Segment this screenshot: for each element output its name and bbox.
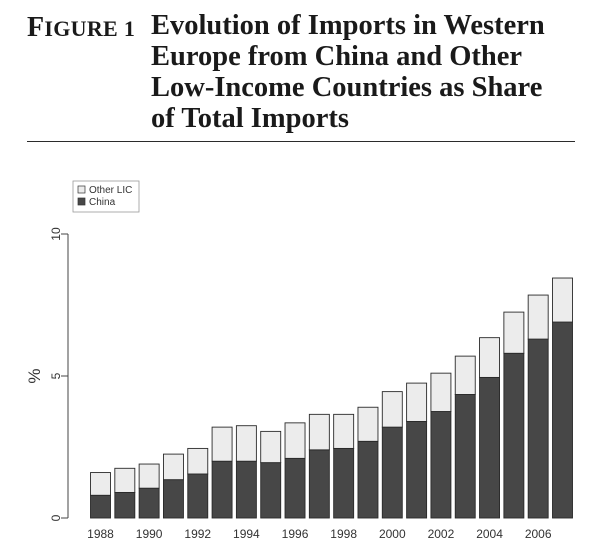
bar-other-lic — [357, 406, 379, 442]
x-tick-label: 2004 — [476, 527, 503, 541]
legend-swatch — [77, 185, 86, 194]
figure-label: FIGURE 1 — [27, 12, 135, 44]
legend-swatch — [77, 197, 86, 206]
bar-china — [284, 457, 306, 519]
bar-other-lic — [138, 463, 160, 489]
x-tick-label: 2000 — [379, 527, 406, 541]
bar-other-lic — [381, 391, 403, 428]
bar-other-lic — [454, 355, 476, 395]
bar-china — [90, 494, 111, 519]
bar-other-lic — [284, 422, 306, 459]
legend-box — [72, 180, 140, 213]
y-axis-label: % — [25, 368, 44, 383]
x-tick-label: 1994 — [233, 527, 260, 541]
bar-china — [333, 447, 355, 519]
figure-label-initial: F — [27, 12, 45, 43]
figure-title-line: of Total Imports — [151, 103, 349, 134]
bar-china — [406, 420, 428, 519]
bar-china — [552, 321, 573, 519]
bar-other-lic — [114, 467, 136, 493]
bar-china — [308, 449, 330, 519]
bar-other-lic — [90, 472, 111, 496]
bar-other-lic — [527, 294, 549, 340]
bar-other-lic — [503, 311, 525, 354]
bar-china — [235, 460, 257, 519]
figure-label-rest: IGURE 1 — [44, 16, 136, 41]
x-tick-label: 1992 — [184, 527, 211, 541]
x-tick-label: 1996 — [282, 527, 309, 541]
bars — [90, 277, 573, 519]
bar-china — [138, 487, 160, 519]
bar-other-lic — [333, 413, 355, 449]
x-tick-label: 1990 — [136, 527, 163, 541]
bar-other-lic — [260, 430, 282, 464]
y-axis: 0 5 10% — [25, 227, 69, 521]
x-tick-label: 2006 — [525, 527, 552, 541]
bar-china — [479, 376, 500, 519]
bar-china — [430, 411, 452, 519]
bar-china — [211, 460, 233, 519]
bar-other-lic — [308, 413, 330, 451]
bar-china — [187, 473, 209, 519]
bar-other-lic — [552, 277, 573, 323]
bar-china — [357, 440, 379, 519]
bar-other-lic — [430, 372, 452, 412]
x-tick-label: 1988 — [87, 527, 114, 541]
bar-china — [114, 491, 136, 519]
y-tick-label: 10 — [49, 227, 63, 241]
figure-title-line: Europe from China and Other — [151, 41, 523, 72]
bar-china — [381, 426, 403, 519]
header-rule — [27, 141, 575, 142]
y-tick-label: 0 — [49, 514, 63, 521]
bar-other-lic — [211, 426, 233, 462]
x-tick-label: 1998 — [330, 527, 357, 541]
bar-china — [162, 479, 184, 519]
bar-other-lic — [479, 337, 500, 378]
figure-title-line: Low-Income Countries as Share — [151, 72, 543, 103]
bar-china — [454, 394, 476, 519]
figure-title: Evolution of Imports in Western Europe f… — [151, 10, 591, 134]
bar-china — [260, 462, 282, 519]
x-tick-label: 2002 — [428, 527, 455, 541]
bar-other-lic — [235, 425, 257, 462]
bar-china — [527, 338, 549, 519]
y-tick-label: 5 — [49, 372, 63, 379]
legend-label: Other LIC — [89, 185, 132, 196]
x-axis: 1988 1990 1992 1994 1996 1998 2000 2002 2004 2006 — [87, 527, 552, 541]
bar-china — [503, 352, 525, 519]
bar-other-lic — [187, 447, 209, 475]
bar-other-lic — [406, 382, 428, 422]
bar-other-lic — [162, 453, 184, 481]
legend-label: China — [89, 197, 116, 208]
figure-title-line: Evolution of Imports in Western — [151, 10, 545, 41]
